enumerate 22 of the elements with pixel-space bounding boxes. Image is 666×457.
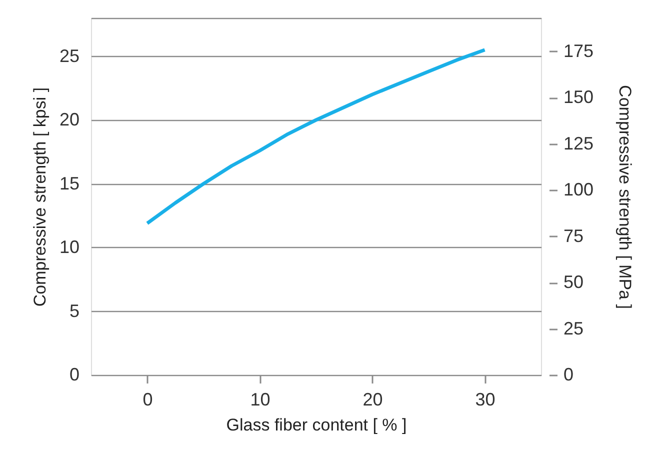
y-tick-label: 25: [59, 46, 80, 66]
y2-tick-label: 125: [564, 133, 594, 154]
y2-tick-label: 50: [564, 272, 584, 292]
y-tick-label: 15: [59, 173, 80, 194]
x-tick-label: 20: [362, 390, 383, 410]
y2-tick-label: 75: [564, 226, 584, 246]
x-axis-title: Glass fiber content [ % ]: [226, 416, 407, 434]
line-series: [146, 48, 486, 226]
y2-tick-label: 175: [564, 40, 594, 61]
y-tick-label: 5: [69, 300, 80, 321]
y-tick-label: 0: [69, 364, 80, 384]
y-tick-label: 20: [59, 110, 80, 130]
x-tick-label: 10: [250, 390, 270, 410]
x-tick-label: 30: [475, 390, 496, 410]
x-tick-label: 0: [142, 390, 153, 410]
y2-axis-title: Compressive strength [ MPa ]: [616, 85, 635, 309]
y-tick-label: 10: [59, 237, 80, 257]
y-axis-title: Compressive strength [ kpsi ]: [30, 87, 50, 307]
y2-tick-label: 25: [564, 318, 584, 338]
y2-tick-label: 150: [564, 87, 594, 108]
y2-tick-label: 100: [564, 180, 594, 200]
y2-tick-label: 0: [564, 364, 574, 384]
